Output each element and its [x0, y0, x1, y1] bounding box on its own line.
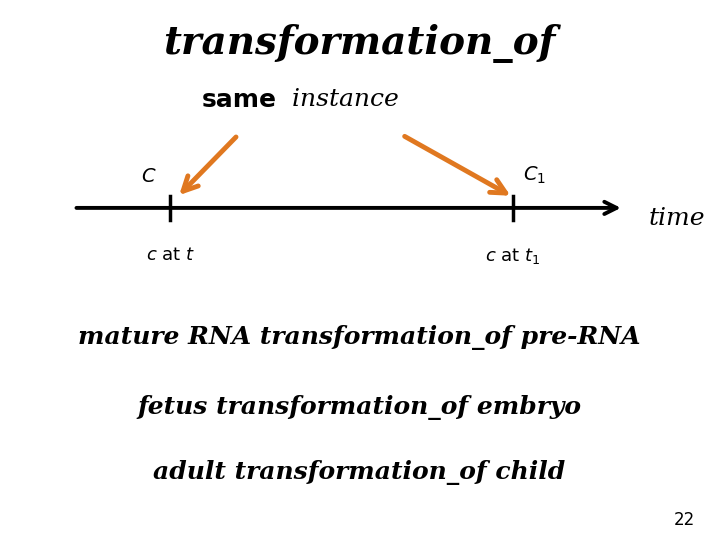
- Text: $c$ at $t$: $c$ at $t$: [145, 246, 194, 264]
- Text: fetus transformation_of embryo: fetus transformation_of embryo: [138, 395, 581, 420]
- Text: $C_1$: $C_1$: [523, 165, 546, 186]
- Text: 22: 22: [674, 511, 695, 529]
- Text: instance: instance: [284, 89, 399, 111]
- Text: $c$ at $t_1$: $c$ at $t_1$: [485, 246, 541, 266]
- Text: time: time: [649, 207, 705, 230]
- Text: adult transformation_of child: adult transformation_of child: [153, 460, 565, 485]
- Text: mature RNA transformation_of pre-RNA: mature RNA transformation_of pre-RNA: [78, 325, 641, 350]
- Text: transformation_of: transformation_of: [163, 24, 556, 63]
- Text: same: same: [202, 88, 277, 112]
- Text: $C$: $C$: [141, 167, 156, 186]
